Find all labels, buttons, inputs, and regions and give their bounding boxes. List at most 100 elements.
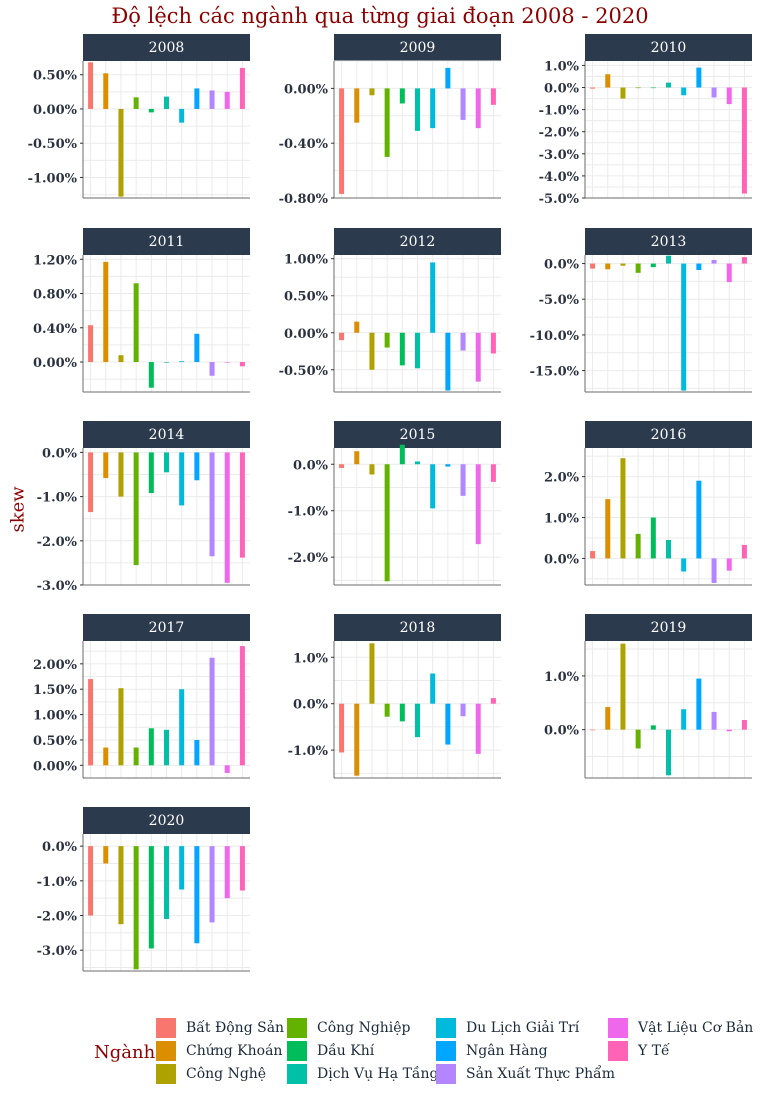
bar [354,88,360,123]
y-tick-label: 0.00% [284,327,329,342]
facet-strip [83,228,250,255]
bar [415,703,420,738]
bar [490,464,496,482]
y-tick-label: -5.0% [539,293,580,308]
y-tick-label: -5.0% [539,192,580,207]
bar [605,707,611,730]
y-tick-label: 1.00% [284,253,329,268]
bar [696,263,702,270]
bar [118,688,124,766]
facet-strip [585,614,752,641]
y-tick-label: -1.00% [28,171,78,186]
bar [384,703,390,717]
facet-label: 2019 [651,620,687,636]
bar [88,452,94,513]
bar [148,362,154,388]
bar [726,87,732,105]
facet-strip [334,34,501,61]
facet-label: 2017 [149,620,185,636]
bar [741,544,747,559]
bar [209,846,215,923]
legend-swatch [156,1018,176,1038]
bar [741,257,747,264]
facet-label: 2011 [149,234,185,250]
bar [133,283,139,363]
bar [445,703,451,745]
bar [590,263,596,269]
bar [118,846,124,925]
bar [369,332,375,370]
bar [118,452,124,497]
y-tick-label: 0.00% [33,356,78,371]
legend-label: Bất Động Sản [186,1020,285,1036]
y-tick-label: -1.0% [37,491,78,506]
y-tick-label: -1.0% [539,104,580,119]
legend-swatch [436,1018,456,1038]
bar [741,87,747,194]
y-tick-label: 0.00% [284,82,329,97]
bar [384,88,390,157]
y-tick-label: 0.0% [42,840,78,855]
y-tick-label: 1.20% [33,253,78,268]
bar [399,703,405,722]
bar [133,747,139,766]
legend-swatch [287,1064,307,1084]
legend-label: Công Nghệ [186,1066,267,1082]
legend-swatch [156,1064,176,1084]
y-tick-label: -1.0% [288,505,329,520]
bar [681,263,687,391]
y-tick-label: 2.00% [33,658,78,673]
y-tick-label: 1.0% [293,651,329,666]
y-tick-label: 0.0% [544,552,580,567]
faceted-bar-chart: 2008 0.50% 0.00% -0.50% -1.00% 2009 0.00% -0.40… [28,34,752,972]
facet-strip [585,34,752,61]
bar [635,533,641,559]
bar [239,452,245,558]
y-tick-label: 0.80% [33,288,78,303]
bar [384,332,390,348]
bar [239,646,245,766]
y-tick-label: 0.0% [544,258,580,273]
bar [179,689,185,766]
bar [590,87,596,89]
bar [164,452,169,473]
legend-label: Chứng Khoán [186,1043,283,1059]
bar [726,263,732,283]
y-tick-label: -3.0% [37,579,78,594]
bar [164,96,169,109]
facet-strip [83,421,250,448]
bar [179,452,185,506]
y-tick-label: 0.0% [544,82,580,97]
legend-swatch [436,1064,456,1084]
bar [369,464,375,475]
bar [666,540,671,559]
y-tick-label: -3.0% [37,944,78,959]
y-tick-label: 0.0% [42,446,78,461]
bar [650,263,656,268]
facet-label: 2010 [651,40,687,56]
bar [635,729,641,749]
bar [726,558,732,571]
bar [118,355,124,363]
y-tick-label: 0.40% [33,322,78,337]
bar [620,458,626,559]
bar [711,558,717,583]
bar [399,88,405,104]
facet-strip [334,228,501,255]
bar [179,846,185,890]
bar [339,332,345,341]
facet-label: 2018 [400,620,436,636]
bar [475,464,481,545]
y-tick-label: -0.40% [279,137,329,152]
bar [354,451,360,465]
bar [339,464,345,468]
y-tick-label: -2.0% [539,126,580,141]
bar [179,108,185,123]
chart-title: Độ lệch các ngành qua từng giai đoạn 200… [111,4,649,28]
bar [681,709,687,730]
y-tick-label: 0.50% [33,69,78,84]
bar [148,728,154,766]
legend-label: Y Tế [638,1043,670,1059]
bar [194,452,200,481]
y-tick-label: -10.0% [530,329,580,344]
